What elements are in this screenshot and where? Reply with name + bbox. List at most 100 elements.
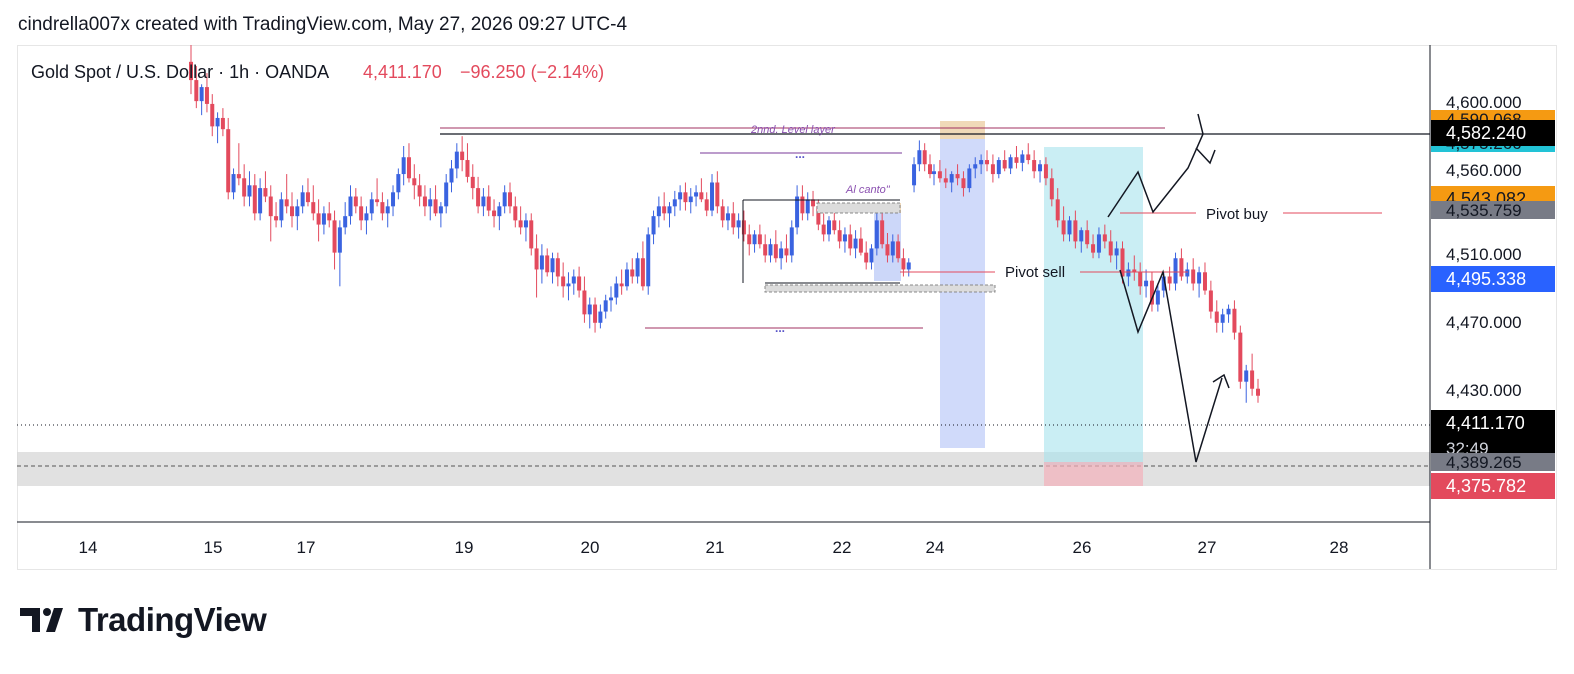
- price-badge-label: 4,411.170: [1446, 413, 1525, 433]
- candle-body: [226, 129, 231, 193]
- candle-body: [598, 311, 603, 323]
- candle-body: [837, 230, 842, 242]
- candle-body: [492, 210, 497, 217]
- candle-body: [263, 188, 268, 197]
- candle-body: [1055, 199, 1060, 221]
- symbol-title: Gold Spot / U.S. Dollar · 1h · OANDA: [31, 62, 329, 82]
- candle-body: [550, 258, 555, 273]
- candle-body: [321, 213, 326, 225]
- candle-body: [274, 216, 279, 221]
- candle-body: [417, 185, 422, 197]
- pivot-sell-label: Pivot sell: [1005, 264, 1065, 281]
- candle-body: [337, 227, 342, 253]
- candle-body: [242, 178, 247, 197]
- candle-body: [1155, 290, 1160, 305]
- level-layer-label: 2nnd. Level layer: [750, 124, 836, 136]
- candle-body: [290, 206, 295, 217]
- candle-body: [433, 199, 438, 214]
- candle-body: [853, 238, 858, 249]
- candle-body: [704, 199, 709, 211]
- candle-body: [747, 234, 752, 245]
- candle-body: [561, 276, 566, 287]
- candle-body: [603, 300, 608, 312]
- price-badge-label: 4,495.338: [1446, 269, 1526, 289]
- candle-body: [1020, 154, 1025, 163]
- candle-body: [507, 192, 512, 207]
- candle-body: [460, 151, 465, 161]
- x-tick-label: 21: [706, 538, 725, 557]
- candle-body: [513, 206, 518, 221]
- candle-body: [848, 234, 853, 249]
- candle-body: [587, 304, 592, 315]
- support-zone: [17, 452, 1430, 486]
- candle-body: [1002, 160, 1007, 169]
- candle-body: [422, 196, 427, 207]
- candle-body: [1061, 220, 1066, 235]
- candle-body: [699, 192, 704, 200]
- candle-body: [369, 199, 374, 214]
- candle-body: [1043, 164, 1048, 179]
- candle-body: [635, 258, 640, 277]
- candle-body: [741, 220, 746, 235]
- candle-body: [1014, 157, 1019, 163]
- candle-body: [979, 160, 984, 165]
- candle-body: [955, 174, 960, 179]
- chart-panel[interactable]: [17, 45, 1557, 570]
- candle-body: [199, 87, 204, 102]
- candle-body: [582, 290, 587, 315]
- candle-body: [412, 178, 417, 186]
- candle-body: [391, 192, 396, 207]
- y-tick-label: 4,560.000: [1446, 161, 1522, 180]
- candle-body: [961, 178, 966, 189]
- price-badge: 4,582.240: [1431, 120, 1555, 146]
- price-badge: 4,375.782: [1431, 473, 1555, 499]
- candle-body: [869, 248, 874, 263]
- candle-body: [949, 174, 954, 183]
- candle-body: [305, 192, 310, 203]
- candle-body: [1238, 332, 1243, 382]
- candle-body: [928, 164, 932, 175]
- candle-body: [932, 171, 936, 175]
- candle-body: [973, 164, 978, 169]
- candle-body: [816, 206, 821, 225]
- stop-zone-red: [1044, 462, 1143, 486]
- candle-body: [396, 174, 401, 193]
- candle-body: [937, 171, 942, 179]
- x-tick-label: 19: [455, 538, 474, 557]
- price-badge-bg: [1431, 473, 1555, 499]
- candle-body: [789, 227, 794, 256]
- candle-body: [236, 174, 241, 179]
- candle-body: [502, 192, 507, 207]
- candle-body: [864, 252, 869, 263]
- candle-body: [912, 164, 917, 186]
- candle-body: [630, 269, 635, 277]
- candle-body: [295, 206, 300, 217]
- candle-body: [385, 206, 390, 214]
- candle-body: [332, 220, 337, 253]
- price-badge-bg: [1431, 266, 1555, 292]
- candle-body: [465, 160, 470, 177]
- x-tick-label: 26: [1073, 538, 1092, 557]
- candle-body: [401, 157, 406, 175]
- pivot-buy-label: Pivot buy: [1206, 206, 1268, 223]
- candle-body: [1114, 248, 1119, 256]
- candle-body: [449, 168, 454, 183]
- candle-body: [215, 117, 220, 127]
- target-zone-teal: [1044, 147, 1143, 465]
- candle-body: [795, 196, 800, 228]
- candle-body: [826, 220, 831, 235]
- candle-body: [901, 258, 906, 270]
- candle-body: [1108, 241, 1113, 256]
- candle-body: [380, 202, 385, 214]
- candle-body: [1208, 290, 1213, 312]
- candle-body: [800, 196, 805, 214]
- candle-body: [885, 244, 890, 256]
- al-canto-label: Al canto": [845, 184, 891, 196]
- tradingview-brand[interactable]: TradingView: [20, 598, 267, 642]
- candle-body: [1185, 269, 1190, 277]
- candle-body: [1067, 220, 1072, 235]
- candle-body: [481, 196, 486, 207]
- price-badge-label: 4,582.240: [1446, 123, 1526, 143]
- y-tick-label: 4,510.000: [1446, 245, 1522, 264]
